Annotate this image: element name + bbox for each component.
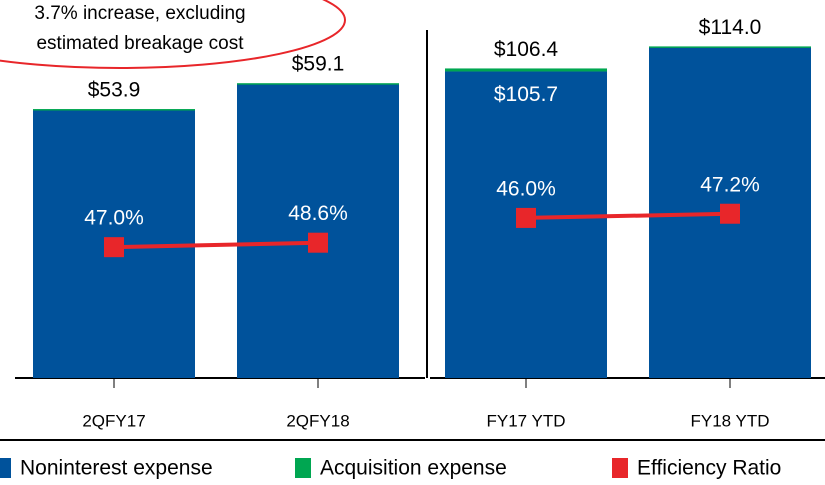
x-tick-label: 2QFY17 — [82, 411, 145, 430]
bar-value-label: $114.0 — [699, 16, 762, 39]
bar-segment — [445, 69, 607, 72]
line-value-label: 46.0% — [496, 177, 556, 200]
annotation: 3.7% increase, excluding — [34, 3, 245, 24]
bar-top-edge — [33, 109, 195, 111]
annotation-ellipse — [0, 0, 346, 69]
bar-value-label: $59.1 — [292, 53, 345, 76]
line-value-label: 47.2% — [700, 173, 760, 196]
bar-segment — [237, 84, 399, 378]
legend-swatch — [612, 458, 628, 478]
legend-label: Acquisition expense — [320, 457, 507, 480]
line-series — [525, 211, 731, 220]
line-series — [113, 240, 319, 250]
bar-value-label: $53.9 — [88, 79, 141, 102]
legend-label: Noninterest expense — [20, 457, 213, 480]
line-value-label: 47.0% — [84, 207, 144, 230]
annotation: estimated breakage cost — [36, 33, 244, 54]
line-marker — [308, 232, 328, 253]
x-tick-label: FY17 YTD — [486, 411, 565, 430]
legend-swatch — [295, 458, 311, 478]
x-tick-label: 2QFY18 — [286, 411, 349, 430]
line-marker — [720, 203, 740, 224]
line-marker — [104, 237, 124, 258]
total-label: $106.4 — [494, 38, 559, 61]
bar-value-label: $105.7 — [494, 83, 558, 106]
line-value-label: 48.6% — [288, 202, 348, 225]
bar-top-edge — [237, 83, 399, 85]
bar-top-edge — [649, 46, 811, 48]
legend-label: Efficiency Ratio — [637, 457, 781, 480]
legend-swatch — [0, 458, 11, 478]
line-marker — [516, 207, 536, 228]
bar-top-edge — [445, 68, 607, 70]
x-tick-label: FY18 YTD — [690, 411, 769, 430]
